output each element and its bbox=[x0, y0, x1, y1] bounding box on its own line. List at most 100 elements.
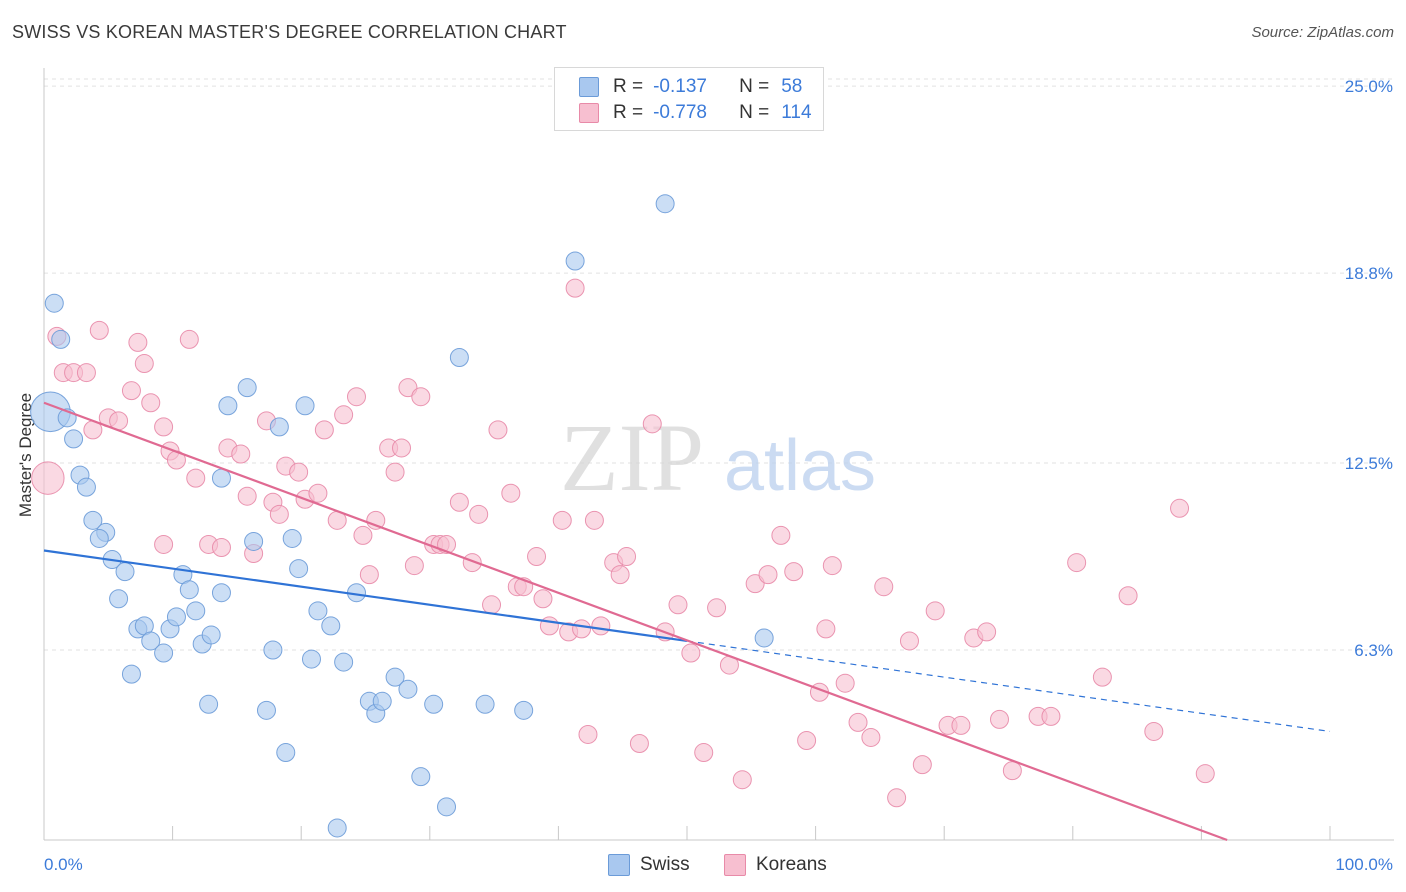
point-koreans bbox=[186, 468, 206, 488]
point-koreans bbox=[1118, 586, 1138, 606]
point-koreans bbox=[848, 712, 868, 732]
point-swiss bbox=[475, 694, 495, 714]
point-swiss bbox=[83, 510, 103, 530]
point-koreans bbox=[552, 510, 572, 530]
point-koreans bbox=[1170, 498, 1190, 518]
point-koreans bbox=[835, 673, 855, 693]
point-swiss bbox=[263, 640, 283, 660]
point-koreans bbox=[797, 730, 817, 750]
point-swiss bbox=[514, 700, 534, 720]
point-koreans bbox=[404, 556, 424, 576]
point-koreans bbox=[694, 743, 714, 763]
point-koreans bbox=[89, 320, 109, 340]
point-koreans bbox=[76, 363, 96, 383]
point-swiss bbox=[321, 616, 341, 636]
bottom-legend-label-koreans: Koreans bbox=[756, 854, 827, 875]
point-swiss bbox=[327, 818, 347, 838]
point-koreans bbox=[745, 574, 765, 594]
point-swiss bbox=[301, 649, 321, 669]
x-tick-label-end: 100.0% bbox=[1335, 855, 1393, 874]
trend-line-koreans bbox=[43, 401, 1228, 842]
legend-row-swiss: R = -0.137 N = 58 bbox=[579, 74, 802, 100]
chart-title: SWISS VS KOREAN MASTER'S DEGREE CORRELAT… bbox=[12, 22, 567, 42]
point-koreans bbox=[572, 619, 592, 639]
legend-n-label: N = bbox=[739, 76, 770, 97]
point-swiss bbox=[398, 679, 418, 699]
point-koreans bbox=[269, 504, 289, 524]
point-swiss bbox=[565, 251, 585, 271]
trend-line-swiss bbox=[43, 549, 688, 643]
point-koreans bbox=[732, 770, 752, 790]
point-swiss bbox=[237, 378, 257, 398]
x-tick-label-start: 0.0% bbox=[44, 855, 83, 874]
trend-lines bbox=[43, 401, 1331, 842]
point-koreans bbox=[1067, 553, 1087, 573]
point-koreans bbox=[346, 387, 366, 407]
point-swiss bbox=[211, 583, 231, 603]
point-swiss bbox=[424, 694, 444, 714]
point-koreans bbox=[237, 486, 257, 506]
point-koreans bbox=[1092, 667, 1112, 687]
point-swiss bbox=[201, 625, 221, 645]
point-swiss bbox=[437, 797, 457, 817]
point-koreans bbox=[707, 598, 727, 618]
point-swiss bbox=[199, 694, 219, 714]
point-koreans bbox=[816, 619, 836, 639]
point-swiss bbox=[186, 601, 206, 621]
point-swiss bbox=[289, 559, 309, 579]
watermark-atlas: atlas bbox=[724, 426, 876, 506]
tick-labels: 6.3% 12.5% 18.8% 25.0% 0.0% 100.0% bbox=[44, 77, 1393, 874]
point-koreans bbox=[912, 755, 932, 775]
point-koreans bbox=[989, 709, 1009, 729]
point-koreans bbox=[977, 622, 997, 642]
point-koreans bbox=[314, 420, 334, 440]
point-koreans bbox=[642, 414, 662, 434]
point-swiss bbox=[244, 531, 264, 551]
point-swiss bbox=[269, 417, 289, 437]
point-koreans bbox=[353, 525, 373, 545]
point-koreans bbox=[411, 387, 431, 407]
point-koreans bbox=[1195, 764, 1215, 784]
point-koreans bbox=[668, 595, 688, 615]
point-swiss bbox=[308, 601, 328, 621]
point-koreans bbox=[771, 525, 791, 545]
point-swiss bbox=[179, 580, 199, 600]
point-swiss bbox=[334, 652, 354, 672]
point-koreans bbox=[887, 788, 907, 808]
legend-swatch-koreans bbox=[579, 103, 599, 123]
point-swiss bbox=[411, 767, 431, 787]
point-koreans bbox=[578, 724, 598, 744]
data-points bbox=[30, 194, 1215, 838]
source-label: Source: ZipAtlas.com bbox=[1251, 24, 1394, 41]
point-swiss bbox=[76, 477, 96, 497]
legend-r-label: R = bbox=[613, 76, 644, 97]
legend-r-value: -0.778 bbox=[653, 102, 707, 123]
point-koreans bbox=[861, 727, 881, 747]
point-koreans bbox=[610, 565, 630, 585]
point-koreans bbox=[784, 562, 804, 582]
point-swiss bbox=[282, 528, 302, 548]
point-koreans bbox=[398, 378, 418, 398]
point-koreans bbox=[154, 534, 174, 554]
point-koreans bbox=[533, 589, 553, 609]
y-tick-label: 6.3% bbox=[1354, 641, 1393, 660]
point-swiss bbox=[44, 293, 64, 313]
point-koreans bbox=[392, 438, 412, 458]
point-koreans bbox=[462, 553, 482, 573]
point-koreans bbox=[1144, 721, 1164, 741]
point-koreans bbox=[385, 462, 405, 482]
point-swiss bbox=[141, 631, 161, 651]
point-koreans bbox=[154, 417, 174, 437]
watermark: ZIP atlas bbox=[560, 404, 876, 511]
point-swiss bbox=[655, 194, 675, 214]
point-koreans bbox=[629, 734, 649, 753]
point-koreans bbox=[617, 547, 637, 567]
stats-legend: R = -0.137 N = 58 R = -0.778 N = 114 bbox=[554, 67, 824, 131]
point-koreans bbox=[584, 510, 604, 530]
point-koreans bbox=[469, 504, 489, 524]
point-swiss bbox=[109, 589, 129, 609]
point-koreans bbox=[501, 483, 521, 503]
point-swiss bbox=[121, 664, 141, 684]
point-koreans bbox=[482, 595, 502, 615]
